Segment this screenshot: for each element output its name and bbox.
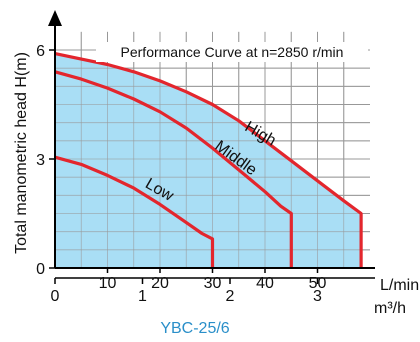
x-tick-label-m3h: 3 [313, 288, 322, 305]
x-tick-label-lpm: 10 [99, 275, 117, 292]
chart-title: Performance Curve at n=2850 r/min [121, 44, 344, 60]
x-axis-title-lpm: L/min [380, 277, 419, 294]
x-tick-label-lpm: 40 [256, 275, 274, 292]
y-tick-label: 3 [36, 152, 45, 169]
y-tick-label: 0 [36, 261, 45, 278]
x-tick-label-lpm: 30 [204, 275, 222, 292]
y-axis-arrow [48, 10, 62, 26]
axes [48, 10, 375, 284]
fill-area [55, 53, 362, 269]
model-label: YBC-25/6 [160, 320, 229, 337]
x-tick-label-m3h: 1 [138, 288, 147, 305]
y-axis-title: Total manometric head H(m) [13, 52, 30, 254]
series-lines [54, 52, 363, 268]
x-tick-label-m3h: 2 [226, 288, 235, 305]
series-line-high [54, 52, 363, 268]
x-axis-title-m3h: m³/h [374, 300, 406, 317]
tick-labels: 0 3 6 10 20 30 40 50 0 1 2 3 [36, 43, 326, 305]
x-tick-label-lpm: 50 [309, 275, 327, 292]
series-line-middle [54, 70, 293, 268]
x-tick-label-lpm: 20 [151, 275, 169, 292]
series-line-low [54, 155, 215, 268]
chart-title-background [96, 42, 368, 62]
y-tick-label: 6 [36, 43, 45, 60]
x-tick-label-m3h: 0 [51, 288, 60, 305]
curve-fill [55, 31, 370, 269]
